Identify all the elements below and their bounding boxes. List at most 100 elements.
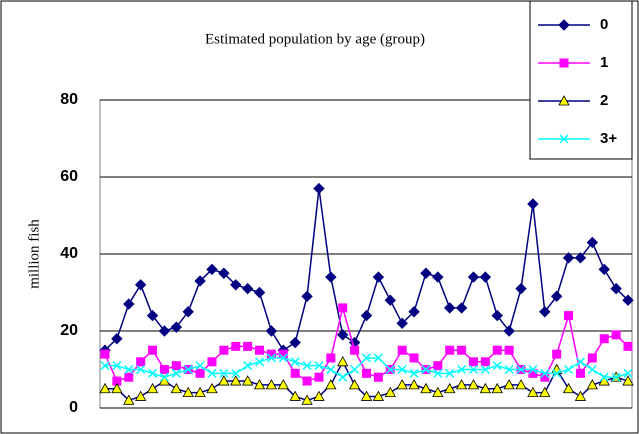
data-point bbox=[504, 364, 514, 375]
data-point bbox=[230, 375, 242, 386]
data-point bbox=[148, 345, 158, 355]
data-point bbox=[124, 372, 134, 382]
data-point bbox=[289, 336, 301, 349]
data-point bbox=[325, 271, 337, 283]
legend-marker bbox=[558, 19, 570, 31]
data-point bbox=[100, 349, 110, 359]
data-point bbox=[337, 329, 349, 341]
data-point bbox=[170, 321, 183, 333]
data-point bbox=[302, 376, 312, 386]
data-point bbox=[195, 361, 205, 371]
data-point bbox=[397, 364, 407, 375]
data-point bbox=[231, 341, 241, 351]
data-point bbox=[301, 394, 313, 405]
data-point bbox=[480, 357, 490, 367]
data-point bbox=[326, 353, 336, 363]
data-point bbox=[586, 236, 599, 249]
data-point bbox=[194, 275, 206, 287]
data-point bbox=[302, 361, 312, 371]
data-point bbox=[564, 311, 574, 321]
data-point bbox=[290, 357, 300, 367]
data-point bbox=[491, 382, 503, 394]
data-point bbox=[265, 379, 278, 390]
data-point bbox=[112, 361, 122, 371]
data-point bbox=[218, 375, 230, 386]
data-point bbox=[361, 353, 372, 363]
data-point bbox=[99, 382, 111, 394]
y-axis-label: million fish bbox=[26, 219, 42, 289]
data-point bbox=[564, 364, 574, 375]
data-point bbox=[183, 364, 193, 375]
data-point bbox=[314, 372, 324, 382]
data-point bbox=[134, 279, 147, 291]
data-point bbox=[408, 379, 420, 390]
data-point bbox=[492, 345, 502, 355]
data-point bbox=[480, 364, 490, 375]
data-point bbox=[503, 379, 515, 390]
data-point bbox=[326, 364, 336, 375]
data-point bbox=[231, 368, 241, 378]
data-point bbox=[575, 357, 585, 367]
data-point bbox=[253, 286, 266, 299]
data-point bbox=[455, 379, 468, 390]
data-point bbox=[587, 364, 597, 375]
data-point bbox=[527, 198, 539, 210]
data-point bbox=[325, 379, 337, 390]
data-point bbox=[111, 382, 123, 394]
data-point bbox=[527, 386, 539, 397]
y-tick-label: 20 bbox=[60, 322, 78, 339]
data-point bbox=[550, 290, 563, 303]
data-point bbox=[539, 386, 551, 397]
data-point bbox=[384, 386, 396, 397]
data-point bbox=[444, 382, 456, 394]
data-point bbox=[623, 368, 633, 378]
data-point bbox=[136, 357, 146, 367]
data-point bbox=[182, 386, 194, 397]
data-point bbox=[457, 364, 467, 375]
y-tick-label: 40 bbox=[60, 245, 78, 262]
data-point bbox=[433, 368, 443, 378]
data-point bbox=[290, 368, 300, 378]
data-point bbox=[433, 361, 443, 371]
data-point bbox=[241, 282, 254, 295]
data-point bbox=[586, 379, 599, 390]
data-point bbox=[611, 330, 621, 340]
data-point bbox=[623, 341, 633, 351]
data-point bbox=[599, 334, 609, 344]
data-point bbox=[348, 379, 361, 390]
data-point bbox=[124, 364, 134, 375]
data-point bbox=[301, 290, 313, 303]
legend-label: 1 bbox=[600, 54, 608, 71]
data-point bbox=[158, 325, 171, 337]
data-point bbox=[515, 282, 527, 295]
data-point bbox=[445, 345, 455, 355]
data-point bbox=[123, 394, 135, 405]
data-point bbox=[241, 375, 254, 386]
data-point bbox=[396, 317, 408, 330]
legend-marker bbox=[559, 58, 569, 68]
data-point bbox=[134, 390, 147, 401]
data-point bbox=[491, 309, 503, 322]
data-point bbox=[148, 368, 158, 378]
data-point bbox=[123, 298, 135, 310]
data-point bbox=[219, 368, 229, 378]
chart-title: Estimated population by age (group) bbox=[205, 31, 425, 47]
data-point bbox=[385, 364, 395, 375]
data-point bbox=[373, 353, 383, 363]
data-point bbox=[528, 364, 538, 375]
data-point bbox=[622, 294, 634, 306]
data-point bbox=[397, 345, 407, 355]
data-point bbox=[182, 306, 194, 318]
data-point bbox=[243, 361, 253, 371]
data-point bbox=[467, 271, 480, 283]
data-point bbox=[562, 252, 575, 264]
data-point bbox=[432, 386, 444, 397]
legend-marker bbox=[559, 134, 569, 144]
data-point bbox=[468, 357, 478, 367]
data-point bbox=[338, 303, 348, 313]
data-point bbox=[313, 182, 325, 195]
data-point bbox=[170, 382, 182, 394]
data-point bbox=[206, 263, 218, 276]
data-point bbox=[194, 386, 206, 397]
data-point bbox=[337, 355, 349, 367]
